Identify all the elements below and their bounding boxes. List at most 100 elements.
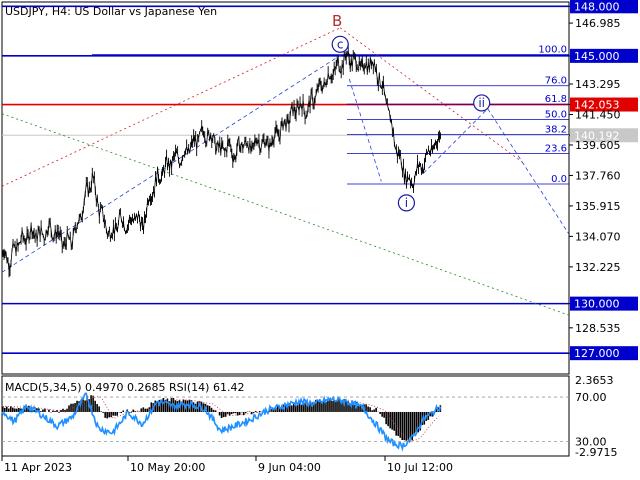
macd-bar [379, 411, 381, 414]
macd-bar [214, 410, 217, 412]
macd-bar [100, 411, 102, 412]
macd-bar [305, 401, 307, 412]
macd-bar [20, 408, 22, 412]
time-axis[interactable]: 11 Apr 2023 10 May 20:00 9 Jun 04:00 10 Jul… [1, 456, 453, 474]
fib-label-61.8: 61.8 [545, 94, 567, 105]
price-tag-140.192: 140.192 [574, 129, 620, 142]
macd-bar [218, 411, 221, 416]
macd-bar [254, 410, 257, 412]
macd-bar [337, 398, 339, 412]
indicator-pane-frame [1, 375, 570, 457]
trend-channels[interactable] [1, 27, 570, 316]
price-label-143.295: 143.295 [575, 78, 621, 91]
macd-bar [323, 401, 325, 412]
macd-bar [180, 401, 183, 412]
macd-bar [419, 411, 422, 431]
wave-line-i-ii [423, 108, 488, 174]
macd-bar [309, 402, 311, 412]
macd-bar [108, 411, 110, 418]
macd-bar [373, 409, 375, 412]
price-tag-box [570, 346, 638, 361]
macd-bar [164, 399, 167, 412]
wave-label-i: i [405, 196, 408, 210]
price-tag-142.053: 142.053 [574, 99, 620, 112]
macd-bar [431, 411, 434, 417]
macd-bar [413, 411, 416, 435]
macd-bar [367, 406, 369, 412]
macd-bar [70, 403, 72, 412]
macd-bar [66, 408, 68, 412]
macd-bar [351, 404, 353, 412]
macd-bar [56, 410, 58, 412]
fib-label-38.2: 38.2 [545, 125, 567, 136]
macd-bar [289, 403, 291, 412]
macd-bar [76, 400, 78, 412]
price-axis[interactable]: 148.000 146.985 145.000 143.295 142.053141.4… [569, 0, 638, 361]
macd-bar [34, 409, 36, 412]
macd-bar [92, 395, 94, 412]
macd-bar [208, 405, 211, 412]
macd-bar [40, 411, 42, 412]
macd-bar [307, 403, 309, 412]
price-tag-box [570, 97, 638, 112]
macd-bar [26, 406, 28, 412]
time-label: 11 Apr 2023 [4, 461, 72, 474]
macd-bar [86, 395, 88, 412]
macd-bar [114, 411, 116, 416]
macd-bar [150, 402, 153, 412]
macd-bar [18, 407, 20, 412]
macd-bar [405, 411, 408, 441]
macd-bar [401, 411, 404, 441]
macd-bar [272, 409, 275, 412]
macd-bar [321, 402, 323, 412]
macd-bar [242, 411, 245, 416]
macd-bar [6, 406, 8, 412]
macd-bar [276, 405, 279, 412]
macd-bar [190, 400, 193, 412]
price-line [1, 49, 441, 272]
macd-bar [142, 407, 145, 412]
macd-bar [258, 410, 261, 412]
macd-bar [166, 398, 169, 412]
macd-bar [411, 411, 414, 441]
macd-bar [415, 411, 418, 433]
macd-bar [44, 408, 46, 412]
macd-bar [278, 407, 281, 412]
macd-bar [134, 411, 137, 412]
macd-bar [407, 411, 410, 440]
channel-red-falling [339, 27, 525, 164]
macd-bar [132, 409, 135, 412]
macd-bar [291, 405, 293, 412]
macd-bar [220, 411, 223, 419]
macd-bar [156, 401, 159, 412]
macd-bar [293, 403, 295, 412]
macd-bar [339, 398, 341, 412]
macd-bar [48, 409, 50, 412]
macd-bar [12, 407, 14, 412]
wave-circle-ii [473, 94, 491, 112]
macd-bar [202, 403, 205, 412]
macd-bar [160, 399, 163, 412]
rsi-tick-70.00: 70.00 [575, 391, 607, 404]
macd-bar [210, 407, 213, 412]
macd-bar [236, 411, 239, 416]
macd-bar [297, 403, 299, 412]
macd-bar [82, 399, 84, 412]
macd-bar [393, 411, 395, 431]
price-tag-148.000: 148.000 [574, 0, 620, 13]
time-label: 10 May 20:00 [130, 461, 205, 474]
macd-bar [98, 406, 100, 412]
macd-bar [52, 410, 54, 412]
channel-blue-rising [1, 50, 348, 273]
macd-bar [80, 400, 82, 412]
fibonacci-retracement[interactable]: 100.0 76.0 61.8 50.0 38.2 23.6 0.0 [92, 45, 569, 185]
macd-bar [329, 399, 331, 412]
macd-bar [395, 411, 397, 436]
macd-bar [8, 408, 10, 412]
macd-bar [381, 411, 383, 417]
fib-label-100.0: 100.0 [538, 45, 567, 56]
price-label-146.985: 146.985 [575, 17, 621, 30]
macd-tick-2.3653: 2.3653 [575, 374, 614, 387]
macd-bar [319, 399, 321, 412]
